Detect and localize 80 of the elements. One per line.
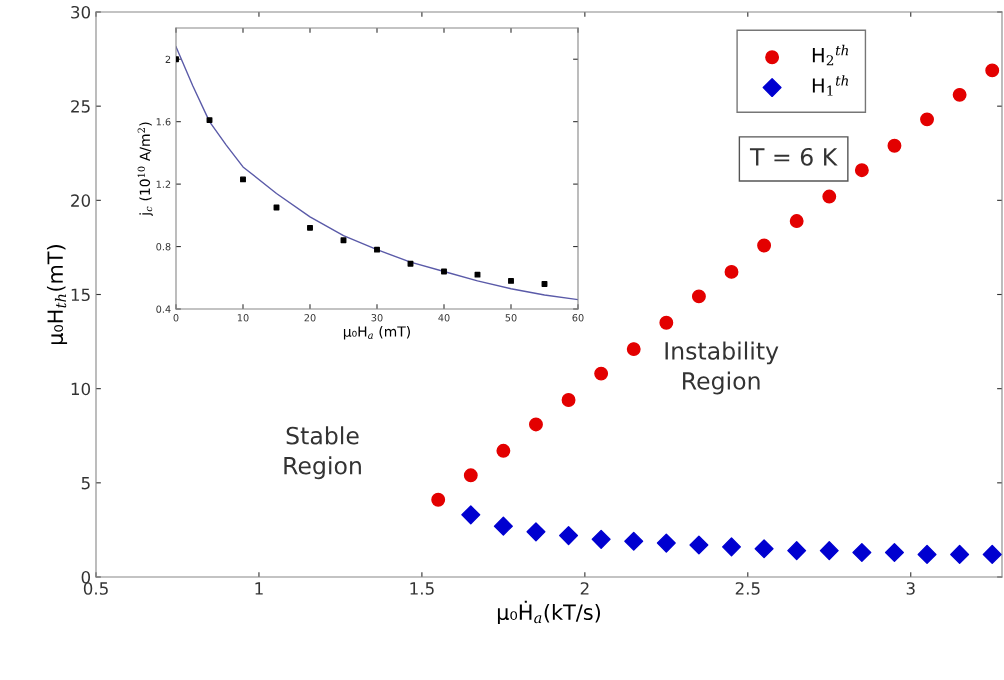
point xyxy=(624,531,644,551)
point xyxy=(559,526,579,546)
x-tick-label: 0 xyxy=(173,314,179,322)
point xyxy=(659,315,674,330)
annotation: Stable Region xyxy=(284,426,361,480)
point xyxy=(626,342,641,357)
y-tick-label: 1.2 xyxy=(156,180,171,188)
point xyxy=(887,138,902,153)
point xyxy=(952,87,967,102)
point xyxy=(340,237,347,244)
legend-label: H$_{1}$$^{th}$ xyxy=(812,75,849,96)
point xyxy=(529,417,543,432)
point xyxy=(854,163,869,178)
y-tick-label: 10 xyxy=(71,382,91,396)
point xyxy=(950,544,970,564)
point xyxy=(822,189,837,204)
x-tick-label: 30 xyxy=(371,314,383,322)
y-tick-label: 2 xyxy=(165,55,171,63)
point xyxy=(461,505,481,525)
point xyxy=(982,544,1002,564)
point xyxy=(493,516,513,536)
point xyxy=(474,271,481,278)
point xyxy=(917,544,937,564)
point xyxy=(852,542,872,563)
x-tick-label: 2 xyxy=(580,582,589,595)
x-axis-title: μ₀H$_{a}$ (mT) xyxy=(343,326,410,340)
x-tick-label: 3 xyxy=(906,582,915,595)
y-tick-label: 0.4 xyxy=(156,305,171,313)
point xyxy=(374,246,380,253)
point xyxy=(985,63,1000,78)
point xyxy=(307,224,313,231)
y-tick-label: 25 xyxy=(71,100,90,113)
x-axis-title: μ₀Ḣ$_{a}$(kT/s) xyxy=(497,600,601,625)
point xyxy=(721,537,742,557)
point xyxy=(541,281,548,287)
x-tick-label: 60 xyxy=(572,314,584,322)
point xyxy=(787,541,807,561)
point xyxy=(884,542,904,563)
x-tick-label: 0.5 xyxy=(83,582,108,595)
point xyxy=(240,176,246,183)
y-tick-label: 1.6 xyxy=(156,118,171,126)
point xyxy=(407,260,414,267)
point xyxy=(206,117,213,124)
point xyxy=(594,366,609,381)
point xyxy=(691,289,706,304)
point xyxy=(526,522,546,542)
point xyxy=(754,539,774,559)
point xyxy=(920,112,934,127)
line-series xyxy=(176,46,578,301)
legend-label: H$_{2}$$^{th}$ xyxy=(812,44,849,66)
point xyxy=(561,393,576,407)
annotation: Instability Region xyxy=(665,341,779,395)
x-tick-label: 40 xyxy=(438,314,450,322)
y-tick-label: 15 xyxy=(71,288,90,302)
x-tick-label: 20 xyxy=(304,314,316,322)
y-tick-label: 0 xyxy=(81,570,91,584)
point xyxy=(689,535,709,555)
point xyxy=(441,268,447,275)
point xyxy=(508,277,514,284)
point xyxy=(724,264,739,279)
x-tick-label: 50 xyxy=(505,314,517,322)
x-tick-label: 2.5 xyxy=(735,582,760,595)
y-axis-title: j$_{c}$ (10$^{10}$ A/m$^{2}$) xyxy=(137,122,153,216)
point xyxy=(591,529,611,549)
x-tick-label: 10 xyxy=(237,314,249,322)
point xyxy=(819,541,839,561)
y-axis-title: μ₀H$_{th}$(mT) xyxy=(46,245,68,345)
y-tick-label: 5 xyxy=(81,477,90,490)
x-tick-label: 1.5 xyxy=(410,582,434,595)
y-tick-label: 0.8 xyxy=(156,243,171,251)
point xyxy=(431,492,446,507)
point xyxy=(463,468,478,483)
y-tick-label: 30 xyxy=(71,5,91,19)
point xyxy=(656,533,676,553)
point xyxy=(757,238,772,253)
point xyxy=(789,214,804,228)
y-tick-label: 20 xyxy=(71,194,91,207)
x-tick-label: 1 xyxy=(255,582,263,595)
annotation: T = 6 K xyxy=(749,147,838,166)
point xyxy=(496,443,511,458)
